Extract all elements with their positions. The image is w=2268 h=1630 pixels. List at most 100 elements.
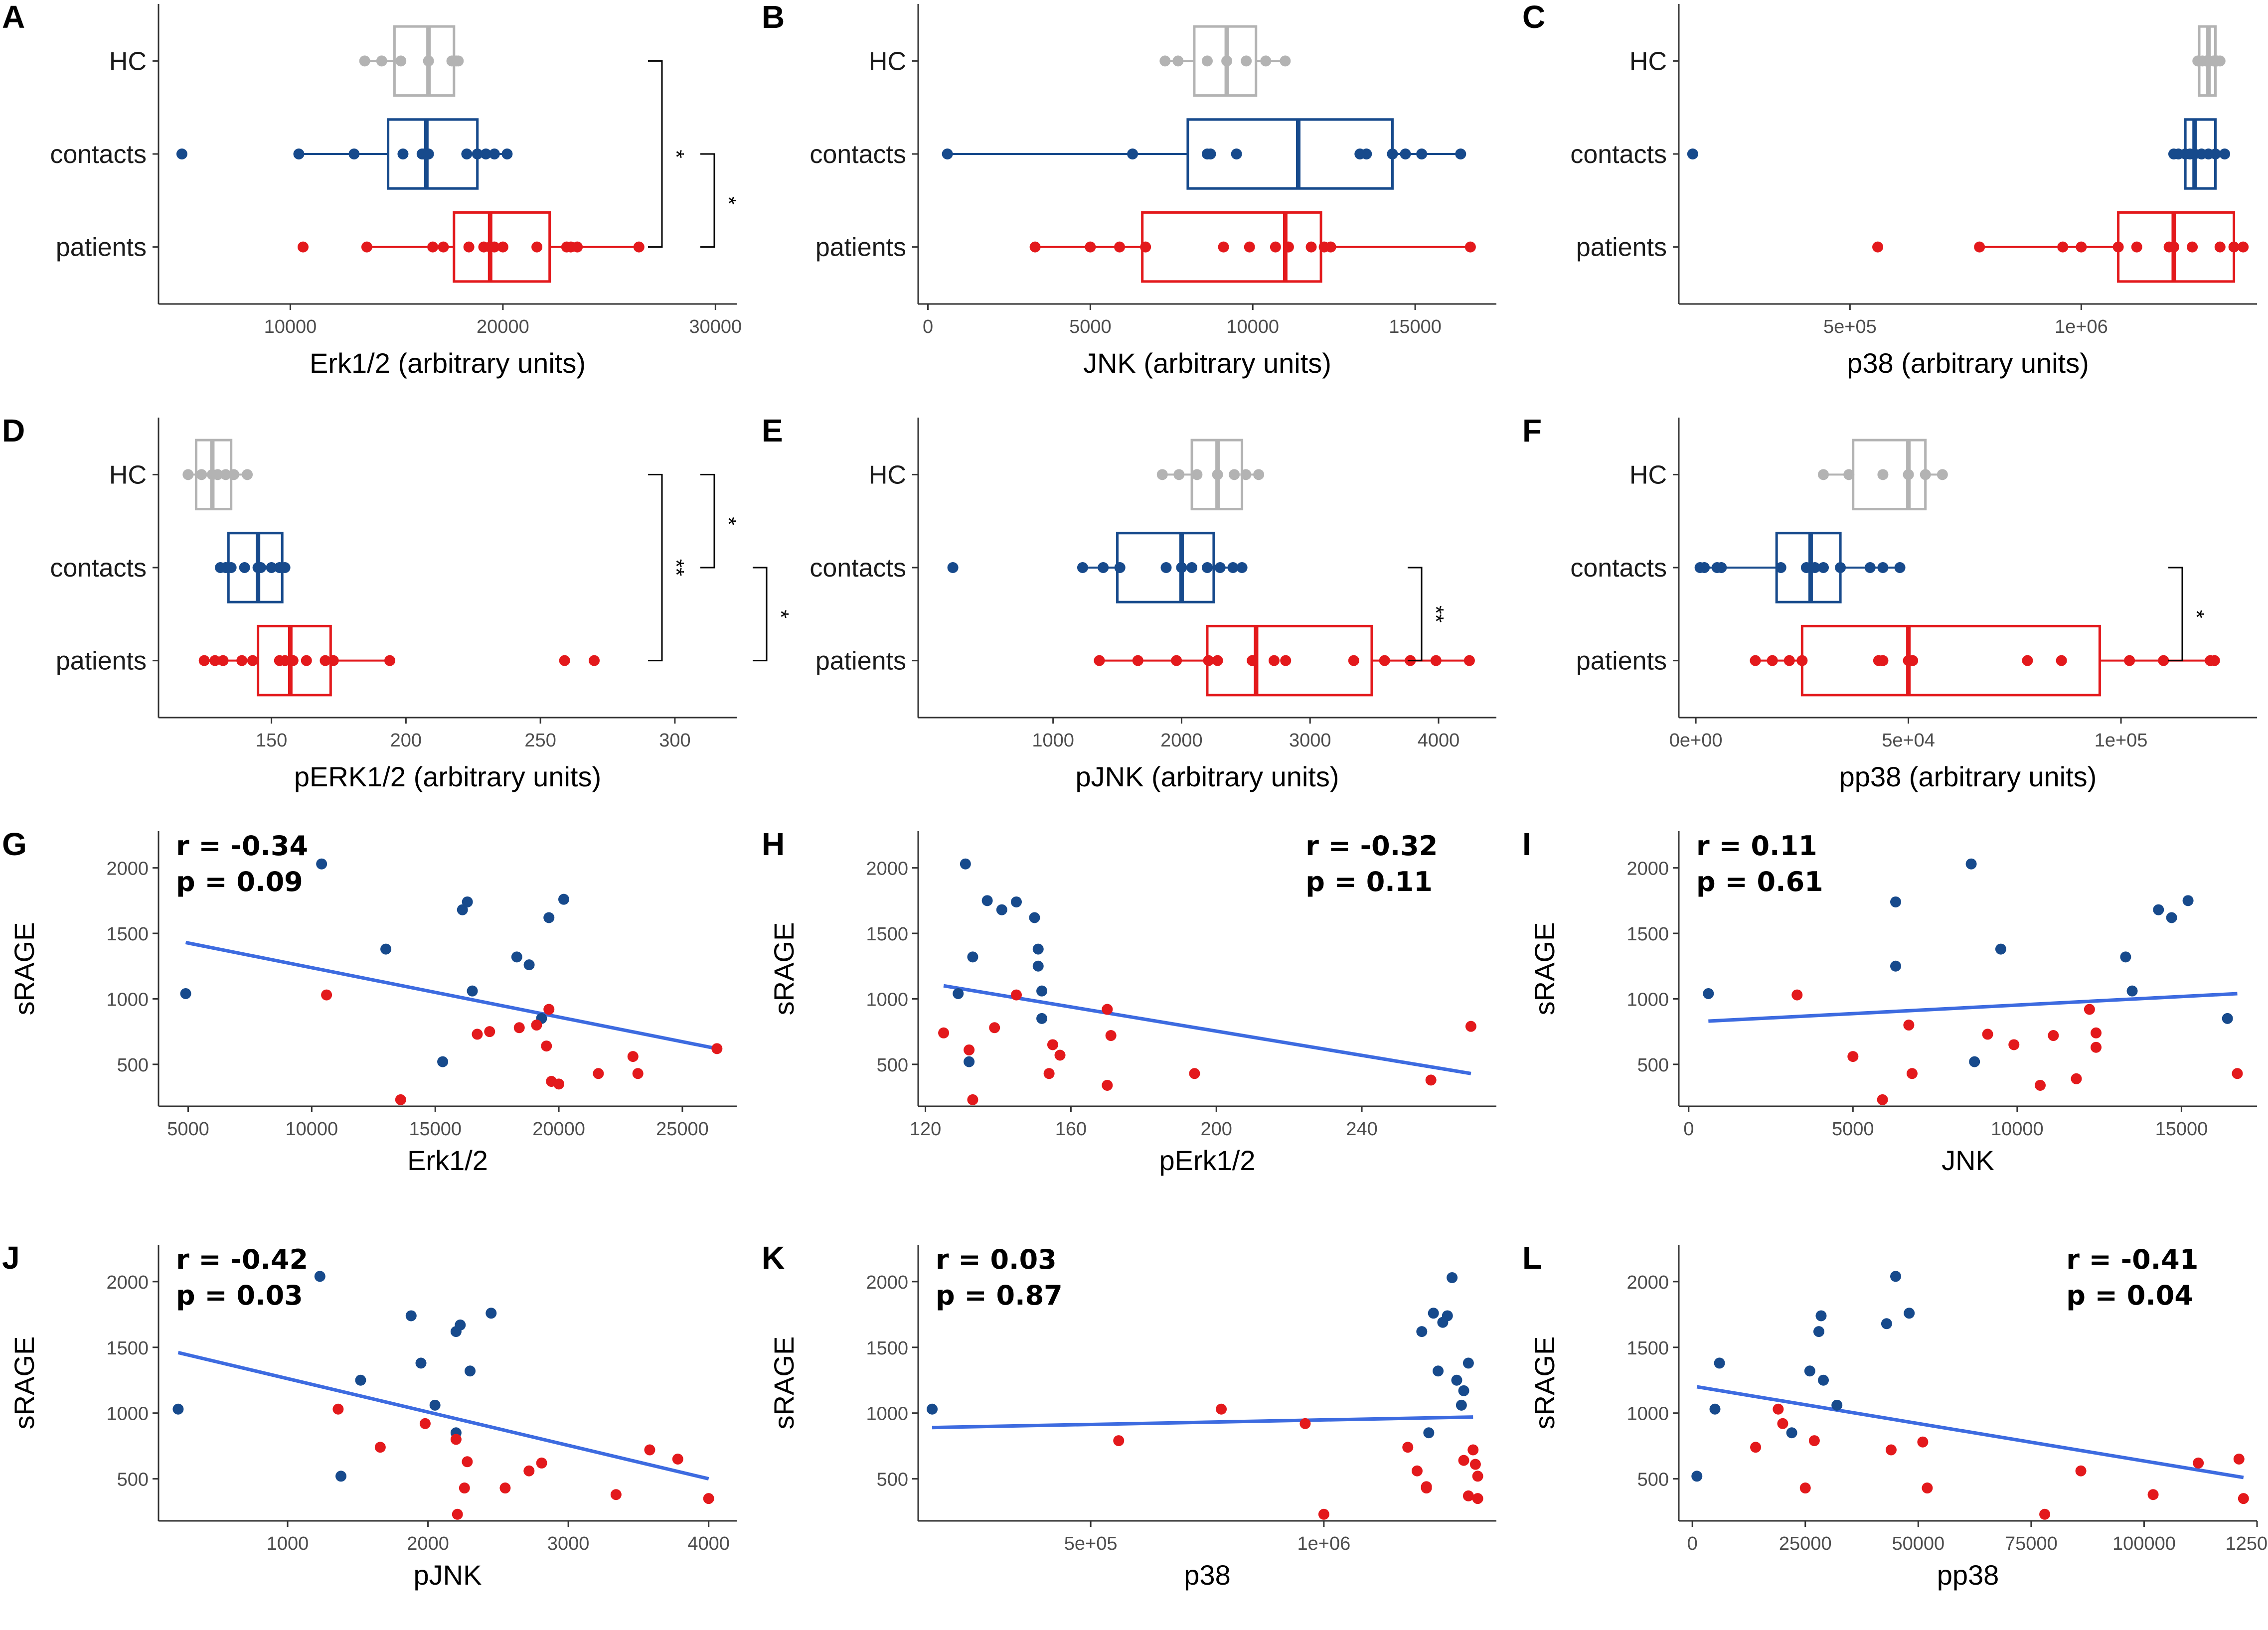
series-patients	[321, 989, 723, 1105]
x-tick-label: 75000	[2005, 1533, 2058, 1554]
x-tick-label: 10000	[1226, 316, 1279, 337]
scatter-point-patients	[1462, 1490, 1474, 1501]
series-contacts	[1691, 1271, 1915, 1482]
y-axis-title: sRAGE	[8, 922, 40, 1016]
box-patients	[1750, 624, 2220, 697]
scatter-point-contacts	[1890, 896, 1901, 907]
panel-letter: E	[762, 413, 783, 448]
scatter-point-patients	[1054, 1049, 1066, 1061]
panel-i: I 500 1000 1500 2000 0 5000 10000 15000 JNK sRAGE r…	[1522, 826, 2257, 1176]
data-point	[1400, 148, 1411, 159]
data-point	[531, 241, 543, 253]
series-patients	[1750, 1403, 2249, 1520]
significance-bracket: *	[700, 473, 741, 569]
x-tick-label: 15000	[409, 1119, 462, 1140]
data-point	[1114, 241, 1126, 253]
scatter-point-patients	[2084, 1004, 2095, 1015]
bracket-line	[2168, 567, 2183, 662]
scatter-point-contacts	[1458, 1385, 1469, 1396]
box-hc	[359, 25, 464, 97]
x-axis-title: p38 (arbitrary units)	[1847, 347, 2089, 379]
scatter-point-patients	[1467, 1444, 1479, 1456]
scatter-point-contacts	[1703, 988, 1714, 999]
scatter-point-contacts	[996, 904, 1007, 915]
data-point	[1894, 562, 1906, 573]
box-contacts	[947, 532, 1248, 603]
scatter-point-contacts	[462, 896, 473, 907]
box-patients	[198, 624, 600, 697]
data-point	[287, 655, 299, 666]
scatter-point-contacts	[429, 1399, 441, 1411]
data-point	[1114, 562, 1126, 573]
panel-letter: C	[1522, 0, 1545, 35]
scatter-point-contacts	[465, 1365, 476, 1377]
scatter-point-contacts	[558, 893, 569, 905]
x-tick-label: 25000	[1779, 1533, 1832, 1554]
x-tick-label: 1000	[267, 1533, 309, 1554]
series-patients	[1113, 1403, 1483, 1520]
scatter-point-contacts	[1032, 943, 1044, 955]
y-tick-label: 1500	[1626, 1338, 1669, 1359]
data-point	[488, 241, 500, 253]
scatter-point-contacts	[1433, 1365, 1444, 1377]
data-point	[2214, 55, 2226, 67]
category-label-patients: patients	[1576, 647, 1667, 676]
data-point	[501, 148, 513, 159]
scatter-point-contacts	[964, 1056, 975, 1067]
data-point	[1241, 55, 1252, 67]
data-point	[1227, 562, 1239, 573]
category-label-hc: HC	[109, 47, 147, 76]
data-point	[1464, 241, 1476, 253]
scatter-point-patients	[1421, 1482, 1432, 1494]
data-point	[633, 241, 645, 253]
data-point	[1160, 562, 1172, 573]
x-tick-label: 15000	[1389, 316, 1442, 337]
box-iqr	[1800, 624, 2101, 697]
scatter-point-patients	[462, 1456, 473, 1468]
x-axis-title: Erk1/2 (arbitrary units)	[310, 347, 586, 379]
data-point	[327, 655, 339, 666]
scatter-point-patients	[644, 1444, 655, 1456]
x-tick-label: 150	[256, 730, 287, 751]
scatter-point-contacts	[1881, 1318, 1892, 1330]
data-point	[423, 148, 434, 159]
x-tick-label: 30000	[689, 316, 742, 337]
data-point	[2056, 655, 2067, 666]
scatter-point-patients	[610, 1489, 622, 1500]
box-contacts	[176, 118, 513, 190]
scatter-point-contacts	[1786, 1427, 1797, 1439]
data-point	[1236, 562, 1248, 573]
scatter-point-patients	[1458, 1455, 1469, 1466]
data-point	[1094, 655, 1105, 666]
scatter-point-contacts	[967, 951, 978, 963]
data-point	[1212, 469, 1223, 480]
scatter-point-patients	[1917, 1436, 1929, 1448]
box-hc	[182, 439, 253, 511]
x-tick-label: 5e+05	[1823, 316, 1877, 337]
x-tick-label: 1e+06	[1297, 1533, 1351, 1554]
data-point	[225, 562, 237, 573]
box-hc	[1159, 25, 1291, 97]
x-tick-label: 3000	[1289, 730, 1331, 751]
scatter-point-patients	[1791, 989, 1803, 1001]
scatter-point-contacts	[335, 1471, 347, 1482]
y-tick-label: 500	[117, 1470, 149, 1490]
x-tick-label: 5e+04	[1882, 730, 1935, 751]
data-point	[1716, 562, 1727, 573]
scatter-point-patients	[711, 1043, 723, 1054]
x-tick-label: 300	[659, 730, 690, 751]
scatter-point-patients	[472, 1029, 483, 1040]
y-tick-label: 500	[877, 1470, 908, 1490]
scatter-point-contacts	[1815, 1310, 1827, 1322]
data-point	[384, 655, 395, 666]
data-point	[266, 562, 277, 573]
data-point	[1818, 562, 1829, 573]
data-point	[463, 241, 475, 253]
data-point	[2124, 655, 2135, 666]
scatter-point-contacts	[467, 985, 478, 997]
bracket-line	[753, 567, 768, 662]
scatter-point-patients	[1773, 1403, 1784, 1415]
scatter-point-patients	[2147, 1489, 2159, 1500]
box-hc	[1818, 439, 1948, 511]
y-tick-label: 1000	[106, 1404, 149, 1425]
